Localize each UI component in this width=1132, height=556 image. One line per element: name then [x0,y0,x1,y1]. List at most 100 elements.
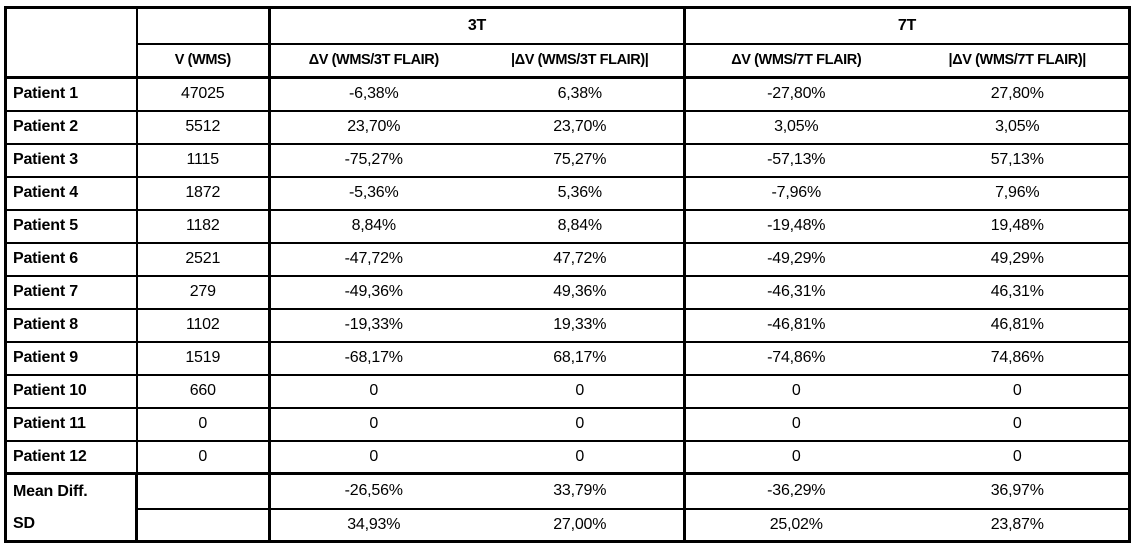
abs-dv-3t-cell: 75,27% [476,142,686,178]
v-wms-cell: 279 [135,274,271,310]
patient-label: Patient 7 [4,274,138,310]
abs-dv-7t-cell: 3,05% [906,109,1131,145]
abs-dv-3t-cell: 0 [476,439,686,475]
dv-3t-cell: 23,70% [268,109,477,145]
patient-label: Patient 12 [4,439,138,475]
abs-dv-7t-cell: 27,80% [906,76,1131,112]
column-header-abs-dv-7t: |ΔV (WMS/7T FLAIR)| [906,42,1131,79]
dv-7t-cell: -27,80% [683,76,907,112]
v-wms-cell: 1519 [135,340,271,376]
group-header-7t: 7T [683,6,1131,45]
abs-dv-3t-cell: 19,33% [476,307,686,343]
patient-label: Patient 6 [4,241,138,277]
column-header-v-wms: V (WMS) [135,42,271,79]
column-header-row: V (WMS) ΔV (WMS/3T FLAIR) |ΔV (WMS/3T FL… [6,42,1131,79]
dv-7t-cell: 25,02% [683,507,907,543]
dv-3t-cell: -68,17% [268,340,477,376]
abs-dv-7t-cell: 23,87% [906,507,1131,543]
sd-label: SD [4,508,138,543]
v-wms-cell [135,507,271,543]
dv-7t-cell: -7,96% [683,175,907,211]
dv-3t-cell: -6,38% [268,76,477,112]
column-header-abs-dv-3t: |ΔV (WMS/3T FLAIR)| [476,42,686,79]
abs-dv-3t-cell: 5,36% [476,175,686,211]
dv-7t-cell: -57,13% [683,142,907,178]
abs-dv-3t-cell: 27,00% [476,507,686,543]
abs-dv-7t-cell: 7,96% [906,175,1131,211]
abs-dv-7t-cell: 0 [906,439,1131,475]
patient-volume-table: 3T 7T V (WMS) ΔV (WMS/3T FLAIR) |ΔV (WMS… [4,6,1131,543]
dv-7t-cell: -49,29% [683,241,907,277]
abs-dv-3t-cell: 0 [476,373,686,409]
dv-3t-cell: 0 [268,406,477,442]
abs-dv-3t-cell: 47,72% [476,241,686,277]
table-row: Patient 8 1102 -19,33% 19,33% -46,81% 46,81% [4,307,1131,343]
group-header-row: 3T 7T [4,6,1131,79]
v-wms-cell: 1872 [135,175,271,211]
abs-dv-3t-cell: 68,17% [476,340,686,376]
abs-dv-7t-cell: 19,48% [906,208,1131,244]
v-wms-cell: 47025 [135,76,271,112]
patient-label: Patient 11 [4,406,138,442]
dv-7t-cell: 3,05% [683,109,907,145]
dv-3t-cell: -75,27% [268,142,477,178]
abs-dv-7t-cell: 46,31% [906,274,1131,310]
abs-dv-7t-cell: 46,81% [906,307,1131,343]
column-header-dv-3t: ΔV (WMS/3T FLAIR) [268,42,477,79]
dv-3t-cell: 0 [268,439,477,475]
sd-row: SD 34,93% 27,00% 25,02% 23,87% [4,507,1131,543]
table-row: Patient 9 1519 -68,17% 68,17% -74,86% 74,86% [4,340,1131,376]
abs-dv-3t-cell: 0 [476,406,686,442]
dv-7t-cell: -74,86% [683,340,907,376]
table-row: Patient 2 5512 23,70% 23,70% 3,05% 3,05% [4,109,1131,145]
dv-7t-cell: 0 [683,373,907,409]
column-header-dv-7t: ΔV (WMS/7T FLAIR) [683,42,907,79]
v-wms-cell: 1102 [135,307,271,343]
dv-7t-cell: -46,31% [683,274,907,310]
v-wms-cell: 1182 [135,208,271,244]
patient-label: Patient 5 [4,208,138,244]
dv-3t-cell: 8,84% [268,208,477,244]
v-wms-cell: 0 [135,406,271,442]
v-wms-cell: 0 [135,439,271,475]
dv-3t-cell: -5,36% [268,175,477,211]
table-row: Patient 3 1115 -75,27% 75,27% -57,13% 57,13% [4,142,1131,178]
table-row: Patient 4 1872 -5,36% 5,36% -7,96% 7,96% [4,175,1131,211]
table-row: Patient 11 0 0 0 0 0 [4,406,1131,442]
patient-label: Patient 10 [4,373,138,409]
table-row: Patient 6 2521 -47,72% 47,72% -49,29% 49,29% [4,241,1131,277]
patient-label: Patient 3 [4,142,138,178]
dv-3t-cell: -26,56% [268,472,477,510]
dv-3t-cell: 34,93% [268,507,477,543]
abs-dv-7t-cell: 0 [906,406,1131,442]
corner-cell [4,6,138,79]
dv-7t-cell: -19,48% [683,208,907,244]
abs-dv-7t-cell: 36,97% [906,472,1131,510]
v-wms-cell: 660 [135,373,271,409]
abs-dv-3t-cell: 33,79% [476,472,686,510]
v-wms-cell: 5512 [135,109,271,145]
abs-dv-3t-cell: 23,70% [476,109,686,145]
dv-3t-cell: 0 [268,373,477,409]
mean-diff-label: Mean Diff. [4,472,138,509]
patient-label: Patient 9 [4,340,138,376]
dv-7t-cell: -46,81% [683,307,907,343]
abs-dv-7t-cell: 74,86% [906,340,1131,376]
dv-7t-cell: -36,29% [683,472,907,510]
patient-label: Patient 4 [4,175,138,211]
table-header: 3T 7T V (WMS) ΔV (WMS/3T FLAIR) |ΔV (WMS… [4,6,1131,79]
abs-dv-7t-cell: 49,29% [906,241,1131,277]
dv-3t-cell: -49,36% [268,274,477,310]
table-row: Patient 7 279 -49,36% 49,36% -46,31% 46,31% [4,274,1131,310]
dv-3t-cell: -19,33% [268,307,477,343]
abs-dv-3t-cell: 6,38% [476,76,686,112]
table-body: Patient 1 47025 -6,38% 6,38% -27,80% 27,80% Pa… [4,76,1131,475]
abs-dv-3t-cell: 49,36% [476,274,686,310]
table-row: Patient 1 47025 -6,38% 6,38% -27,80% 27,80% [4,76,1131,112]
abs-dv-7t-cell: 0 [906,373,1131,409]
group-header-3t: 3T [268,6,686,45]
table-row: Patient 12 0 0 0 0 0 [4,439,1131,475]
dv-7t-cell: 0 [683,406,907,442]
v-wms-cell: 1115 [135,142,271,178]
